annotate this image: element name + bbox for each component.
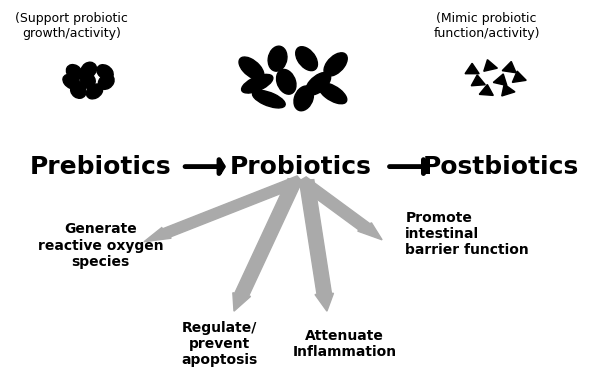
Polygon shape (512, 71, 526, 83)
Polygon shape (484, 60, 497, 71)
Polygon shape (502, 61, 516, 73)
Text: Promote
intestinal
barrier function: Promote intestinal barrier function (406, 211, 529, 257)
Ellipse shape (324, 53, 347, 76)
Ellipse shape (86, 84, 103, 99)
Ellipse shape (253, 90, 285, 108)
Text: Generate
reactive oxygen
species: Generate reactive oxygen species (38, 222, 163, 269)
Ellipse shape (294, 86, 313, 111)
Ellipse shape (319, 83, 347, 104)
Ellipse shape (98, 74, 114, 90)
Text: Postbiotics: Postbiotics (423, 154, 579, 179)
Ellipse shape (306, 72, 331, 95)
Text: (Support probiotic
growth/activity): (Support probiotic growth/activity) (15, 13, 128, 40)
Ellipse shape (67, 65, 82, 80)
Text: Prebiotics: Prebiotics (29, 154, 171, 179)
Polygon shape (479, 84, 493, 95)
Text: (Mimic probiotic
function/activity): (Mimic probiotic function/activity) (433, 13, 540, 40)
Text: Attenuate
Inflammation: Attenuate Inflammation (292, 329, 397, 359)
Ellipse shape (239, 57, 264, 80)
Ellipse shape (242, 74, 273, 93)
Ellipse shape (63, 75, 80, 89)
Ellipse shape (277, 70, 296, 94)
Ellipse shape (97, 65, 113, 80)
Polygon shape (471, 75, 485, 86)
Polygon shape (465, 63, 479, 74)
FancyArrow shape (233, 179, 302, 311)
Ellipse shape (296, 47, 317, 71)
Ellipse shape (71, 83, 86, 98)
Ellipse shape (268, 46, 287, 71)
Text: Regulate/
prevent
apoptosis: Regulate/ prevent apoptosis (181, 321, 257, 367)
Ellipse shape (80, 73, 95, 88)
Text: Probiotics: Probiotics (230, 154, 372, 179)
Polygon shape (502, 84, 515, 96)
FancyArrow shape (299, 179, 334, 311)
Ellipse shape (81, 62, 97, 77)
FancyArrow shape (144, 176, 304, 242)
FancyArrow shape (295, 177, 382, 240)
Polygon shape (493, 74, 507, 86)
